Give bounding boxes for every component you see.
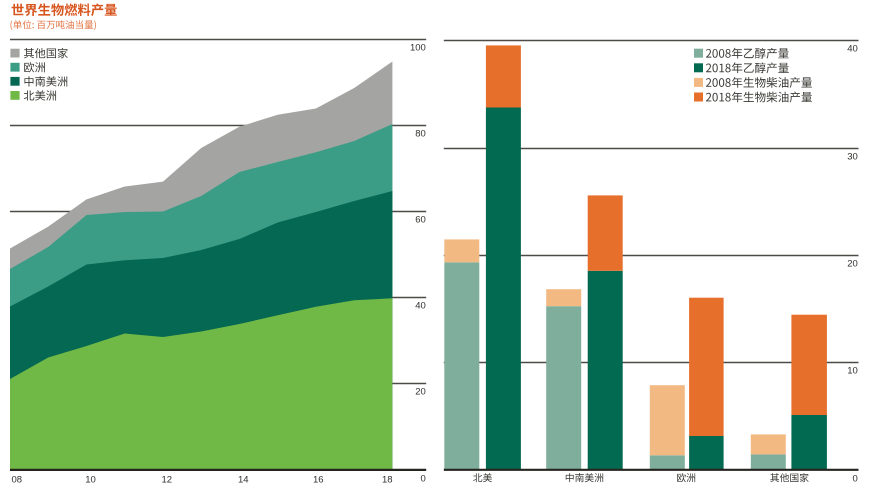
svg-text:80: 80 — [415, 129, 426, 140]
svg-text:10: 10 — [85, 474, 96, 485]
svg-text:60: 60 — [415, 215, 426, 226]
svg-text:40: 40 — [847, 44, 858, 55]
svg-text:30: 30 — [847, 152, 858, 163]
svg-text:0: 0 — [421, 473, 426, 484]
svg-text:20: 20 — [415, 387, 426, 398]
svg-text:18: 18 — [382, 474, 393, 485]
svg-text:12: 12 — [162, 474, 173, 485]
svg-text:40: 40 — [415, 301, 426, 312]
svg-text:14: 14 — [238, 474, 249, 485]
svg-text:10: 10 — [847, 366, 858, 377]
svg-text:0: 0 — [853, 473, 858, 484]
svg-text:100: 100 — [410, 43, 426, 54]
svg-text:16: 16 — [313, 474, 324, 485]
svg-text:08: 08 — [12, 474, 23, 485]
svg-text:20: 20 — [847, 259, 858, 270]
